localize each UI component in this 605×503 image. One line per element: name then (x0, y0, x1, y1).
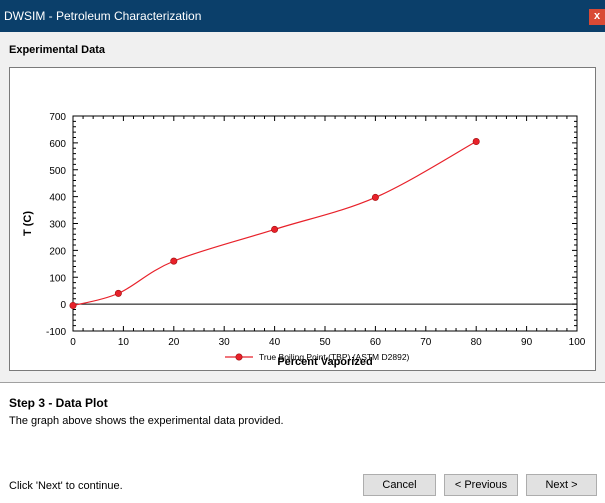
x-tick-label: 40 (269, 337, 281, 348)
y-axis-title: T (C) (22, 211, 34, 236)
x-tick-label: 90 (521, 337, 533, 348)
x-tick-label: 0 (70, 337, 76, 348)
y-tick-label: 700 (49, 112, 66, 123)
chart-container: -100 0 100 200 300 400 500 600 700 0 10 20 30 40 50 60 7… (9, 67, 596, 371)
legend-marker (235, 353, 243, 361)
x-tick-label: 100 (569, 337, 586, 348)
x-tick-label: 20 (168, 337, 180, 348)
step-title: Step 3 - Data Plot (9, 396, 108, 410)
close-button[interactable]: x (589, 9, 605, 25)
data-point (271, 225, 279, 233)
x-tick-label: 70 (420, 337, 432, 348)
cancel-button[interactable]: Cancel (363, 474, 436, 496)
data-point (371, 193, 379, 201)
data-point (69, 301, 77, 309)
y-tick-label: 400 (49, 193, 66, 204)
divider (0, 382, 605, 383)
x-tick-label: 50 (319, 337, 331, 348)
next-button[interactable]: Next > (526, 474, 597, 496)
x-tick-label: 60 (370, 337, 382, 348)
y-tick-label: 600 (49, 139, 66, 150)
plot-frame (72, 115, 578, 332)
x-tick-label: 10 (118, 337, 130, 348)
data-point (114, 289, 122, 297)
y-tick-label: 300 (49, 220, 66, 231)
x-tick-label: 80 (471, 337, 483, 348)
legend-label: True Boiling Point (TBP) (ASTM D2892) (259, 352, 410, 362)
x-tick-label: 30 (219, 337, 231, 348)
window-title: DWSIM - Petroleum Characterization (4, 9, 202, 23)
footer-hint: Click 'Next' to continue. (9, 480, 123, 492)
y-tick-label: 500 (49, 166, 66, 177)
y-tick-label: -100 (46, 327, 66, 338)
data-point (472, 138, 480, 146)
x-axis-title: Percent Vaporized (277, 356, 372, 368)
experimental-data-panel: Experimental Data -100 0 100 200 300 400 500 60… (0, 32, 605, 382)
previous-button[interactable]: < Previous (444, 474, 518, 496)
section-title: Experimental Data (9, 44, 105, 56)
y-tick-label: 200 (49, 246, 66, 257)
title-bar: DWSIM - Petroleum Characterization x (0, 0, 605, 32)
y-tick-label: 100 (49, 273, 66, 284)
step-description: The graph above shows the experimental d… (9, 415, 284, 427)
tbp-chart: -100 0 100 200 300 400 500 600 700 0 10 20 30 40 50 60 7… (22, 112, 586, 368)
data-point (170, 257, 178, 265)
y-tick-label: 0 (60, 300, 66, 311)
